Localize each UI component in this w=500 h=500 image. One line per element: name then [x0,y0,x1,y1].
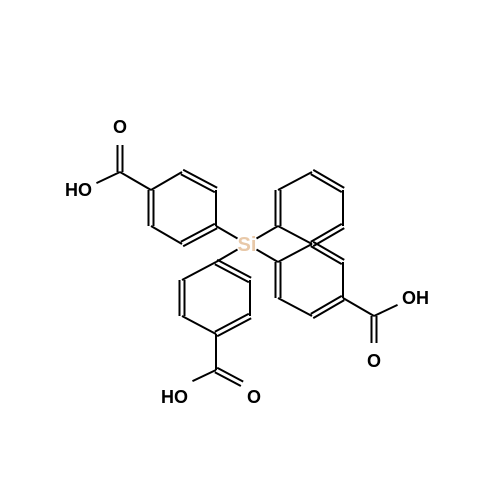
atom-label: O [247,387,261,407]
atom-label: OH [402,288,429,308]
molecule-diagram: SiOHOOOHOHO [0,0,500,500]
atom-label: HO [161,387,188,407]
atom-label: O [367,351,381,371]
atom-label: O [113,117,127,137]
bonds-layer [96,145,397,386]
labels-layer: SiOHOOOHOHO [65,117,429,407]
atom-label: HO [65,180,92,200]
atom-label: Si [238,234,257,256]
